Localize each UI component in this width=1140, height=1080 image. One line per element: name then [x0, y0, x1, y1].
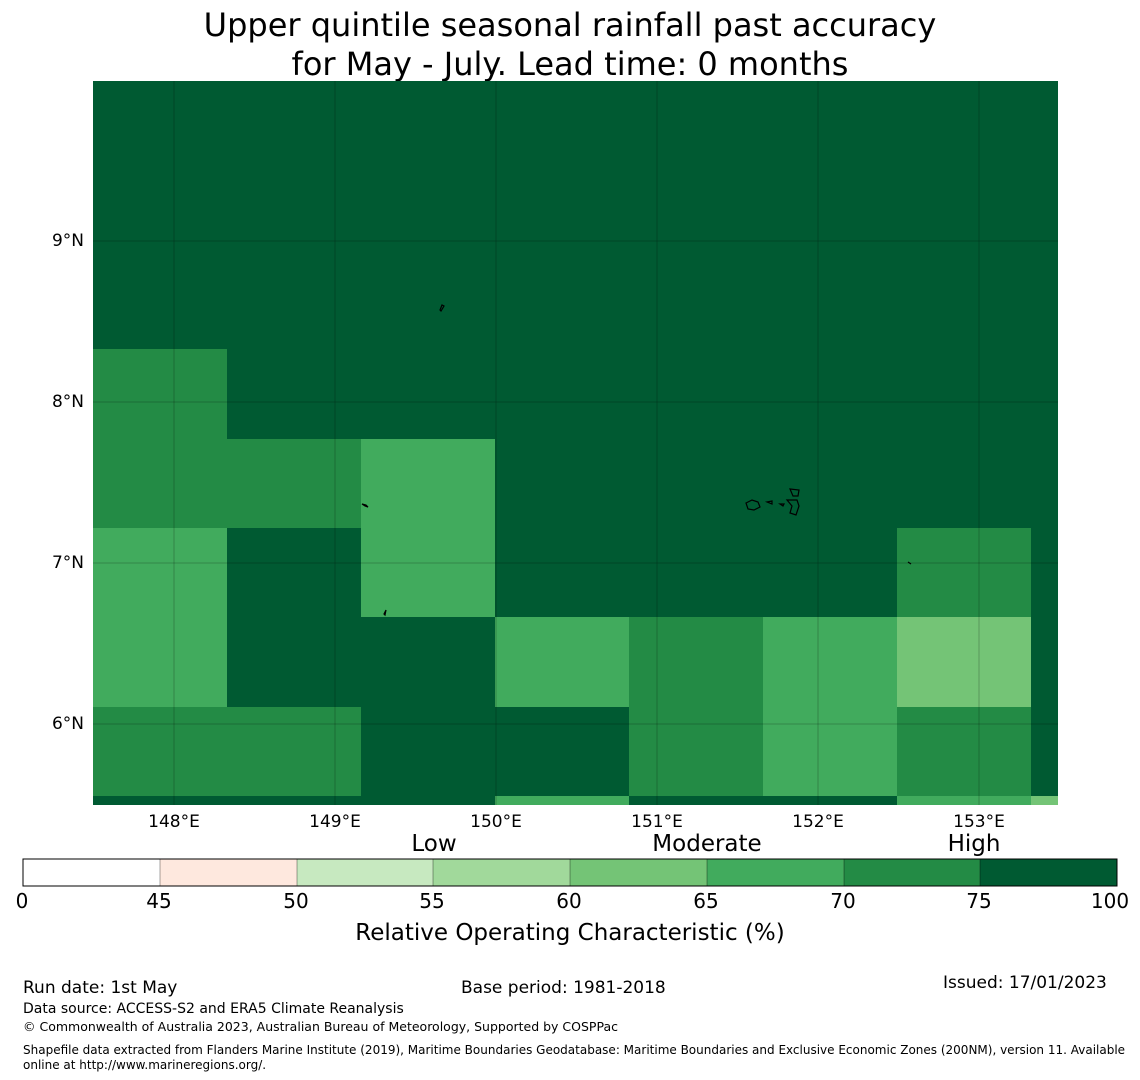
legend-category-moderate: Moderate — [652, 831, 762, 857]
lon-label-149e: 149°E — [309, 812, 361, 832]
cell-roc-65-70 — [495, 617, 629, 707]
legend-frame — [22, 858, 1118, 887]
rainfall-accuracy-map — [93, 81, 1058, 805]
legend-tick-0: 0 — [15, 889, 29, 913]
legend-tick-50: 50 — [283, 889, 309, 913]
legend-tick-65: 65 — [693, 889, 719, 913]
cell-roc-65-70 — [495, 796, 629, 805]
legend-swatch-50-55 — [297, 859, 433, 886]
legend-swatch-0-45 — [23, 859, 160, 886]
lon-label-148e: 148°E — [148, 812, 200, 832]
cell-roc-70-75 — [897, 528, 1031, 617]
lon-label-153e: 153°E — [953, 812, 1005, 832]
cell-roc-70-75 — [897, 707, 1031, 796]
legend-swatch-60-65 — [570, 859, 707, 886]
run-date: Run date: 1st May — [23, 978, 178, 998]
issued-date: Issued: 17/01/2023 — [943, 973, 1107, 993]
legend-tick-45: 45 — [146, 889, 172, 913]
title-line-1: Upper quintile seasonal rainfall past ac… — [203, 6, 937, 44]
cell-roc-70-75 — [93, 707, 361, 796]
legend-tick-55: 55 — [419, 889, 445, 913]
lon-label-151e: 151°E — [631, 812, 683, 832]
copyright-notice: © Commonwealth of Australia 2023, Austra… — [23, 1019, 618, 1034]
legend-title: Relative Operating Characteristic (%) — [355, 920, 785, 946]
legend-swatch-45-50 — [160, 859, 297, 886]
legend-tick-70: 70 — [830, 889, 856, 913]
cell-roc-65-70 — [361, 439, 495, 617]
map-title: Upper quintile seasonal rainfall past ac… — [0, 6, 1140, 84]
legend-tick-100: 100 — [1090, 889, 1130, 913]
island-outlines — [361, 304, 912, 617]
lat-label-7n: 7°N — [51, 553, 84, 573]
cell-roc-65-70 — [763, 617, 897, 796]
legend-swatch-70-75 — [844, 859, 980, 886]
data-source: Data source: ACCESS-S2 and ERA5 Climate … — [23, 1001, 404, 1017]
cell-roc-60-65 — [1031, 796, 1058, 805]
lat-label-6n: 6°N — [51, 714, 84, 734]
legend-category-low: Low — [411, 831, 457, 857]
cell-roc-60-65 — [897, 617, 1031, 707]
lon-label-152e: 152°E — [792, 812, 844, 832]
legend-swatch-65-70 — [707, 859, 844, 886]
legend-category-high: High — [947, 831, 1001, 857]
graticule — [93, 81, 1058, 805]
base-period: Base period: 1981-2018 — [461, 978, 666, 998]
legend-swatch-75-100 — [980, 859, 1117, 886]
lat-label-8n: 8°N — [51, 392, 84, 412]
shapefile-credit: Shapefile data extracted from Flanders M… — [23, 1043, 1126, 1072]
cell-roc-70-75 — [93, 349, 227, 528]
cell-roc-65-70 — [93, 528, 227, 707]
cell-roc-70-75 — [629, 617, 763, 796]
lat-label-9n: 9°N — [51, 231, 84, 251]
legend-colorbar — [22, 858, 1118, 887]
lon-label-150e: 150°E — [470, 812, 522, 832]
cell-roc-65-70 — [897, 796, 1031, 805]
legend-tick-75: 75 — [966, 889, 992, 913]
title-line-2: for May - July. Lead time: 0 months — [291, 45, 849, 83]
legend-swatch-55-60 — [433, 859, 570, 886]
legend-tick-60: 60 — [556, 889, 582, 913]
cell-roc-70-75 — [227, 439, 361, 528]
